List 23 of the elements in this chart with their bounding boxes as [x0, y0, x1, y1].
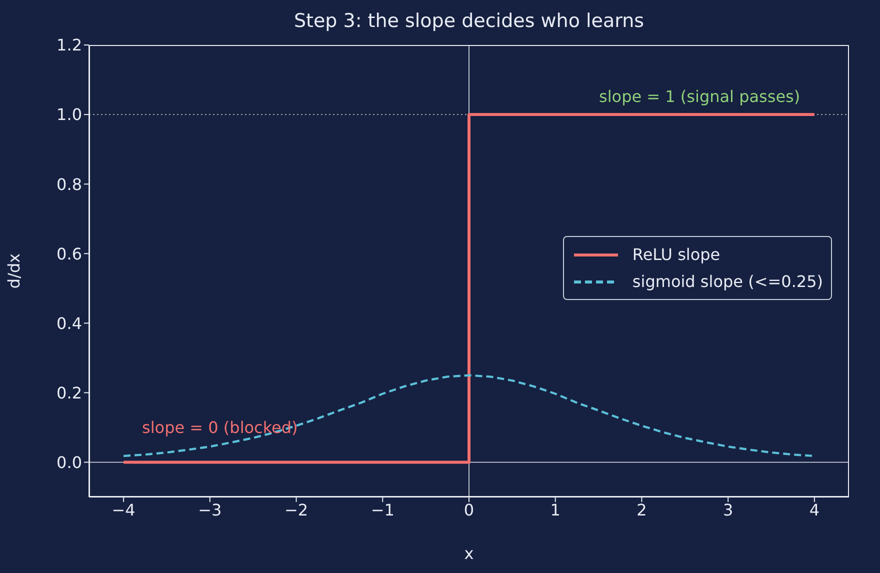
x-tick-label: 4	[809, 500, 820, 520]
x-axis-title: x	[464, 544, 474, 563]
y-axis-title: d/dx	[4, 253, 24, 289]
legend-label: ReLU slope	[632, 245, 720, 264]
y-tick-label: 0.6	[56, 244, 82, 264]
x-tick-label: 0	[464, 500, 474, 520]
x-tick-label: −3	[198, 500, 222, 520]
y-tick-label: 0.0	[56, 452, 82, 472]
annotation: slope = 1 (signal passes)	[599, 87, 800, 106]
y-tick-label: 0.2	[56, 383, 82, 402]
y-tick-label: 0.8	[56, 174, 82, 194]
y-tick-label: 0.4	[56, 314, 82, 333]
x-tick-label: 3	[722, 500, 734, 520]
x-tick-label: −1	[370, 500, 394, 520]
x-tick-label: −2	[284, 500, 308, 520]
y-tick-label: 1.2	[56, 36, 82, 55]
y-tick-label: 1.0	[56, 105, 82, 124]
x-tick-label: 2	[636, 500, 647, 520]
chart-title: Step 3: the slope decides who learns	[292, 10, 646, 32]
x-tick-label: −4	[112, 500, 136, 520]
legend-label: sigmoid slope (<=0.25)	[632, 272, 823, 291]
x-tick-label: 1	[550, 500, 560, 520]
annotation: slope = 0 (blocked)	[142, 418, 298, 437]
